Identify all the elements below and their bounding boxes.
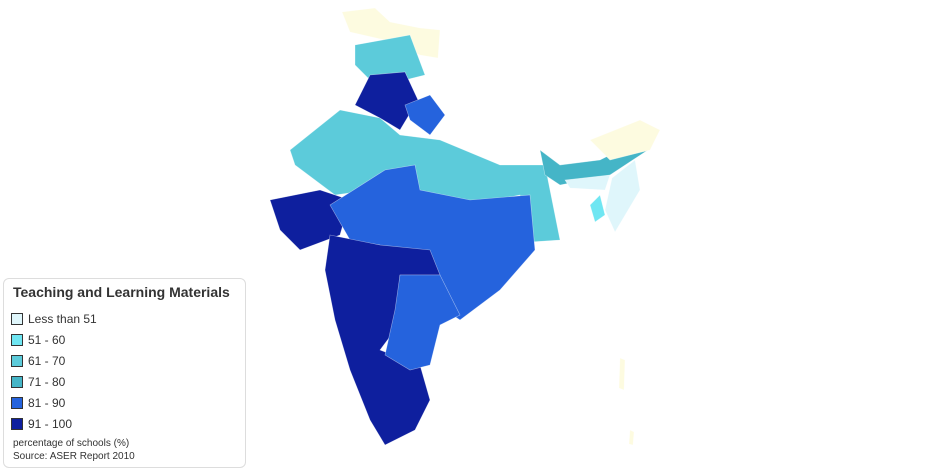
region	[404, 94, 446, 136]
legend-item: 51 - 60	[11, 329, 238, 350]
legend-swatch	[11, 333, 23, 346]
legend-label: 81 - 90	[28, 395, 66, 410]
legend-label: 71 - 80	[28, 374, 66, 389]
region	[384, 274, 461, 371]
region-no-data	[589, 119, 661, 161]
legend-item: 91 - 100	[11, 413, 238, 434]
region-no-data	[618, 357, 626, 391]
legend-label: Less than 51	[28, 311, 97, 326]
legend-item: 71 - 80	[11, 371, 238, 392]
legend-swatch	[11, 417, 23, 430]
region-no-data	[628, 429, 635, 446]
note: Source: ASER Report 2010	[13, 451, 135, 462]
legend-swatch	[11, 396, 23, 409]
legend-swatch	[11, 312, 23, 325]
region	[589, 194, 606, 223]
region	[324, 234, 441, 446]
legend-item: 61 - 70	[11, 350, 238, 371]
region-no-data	[341, 7, 441, 59]
note: percentage of schools (%)	[13, 438, 130, 449]
legend-item: 81 - 90	[11, 392, 238, 413]
legend-title: Teaching and Learning Materials	[13, 284, 230, 300]
legend-label: 51 - 60	[28, 332, 66, 347]
legend-notes: percentage of schools (%) Source: ASER Re…	[11, 437, 238, 463]
legend-label: 61 - 70	[28, 353, 66, 368]
legend-swatch	[11, 375, 23, 388]
legend-label: 91 - 100	[28, 416, 73, 431]
legend-items: Less than 51 51 - 60 61 - 70 71 - 80 81 - 90…	[11, 308, 238, 434]
region	[564, 174, 611, 191]
legend-swatch	[11, 354, 23, 367]
legend: Teaching and Learning Materials Less tha…	[3, 278, 246, 468]
region	[604, 159, 641, 233]
legend-item: Less than 51	[11, 308, 238, 329]
